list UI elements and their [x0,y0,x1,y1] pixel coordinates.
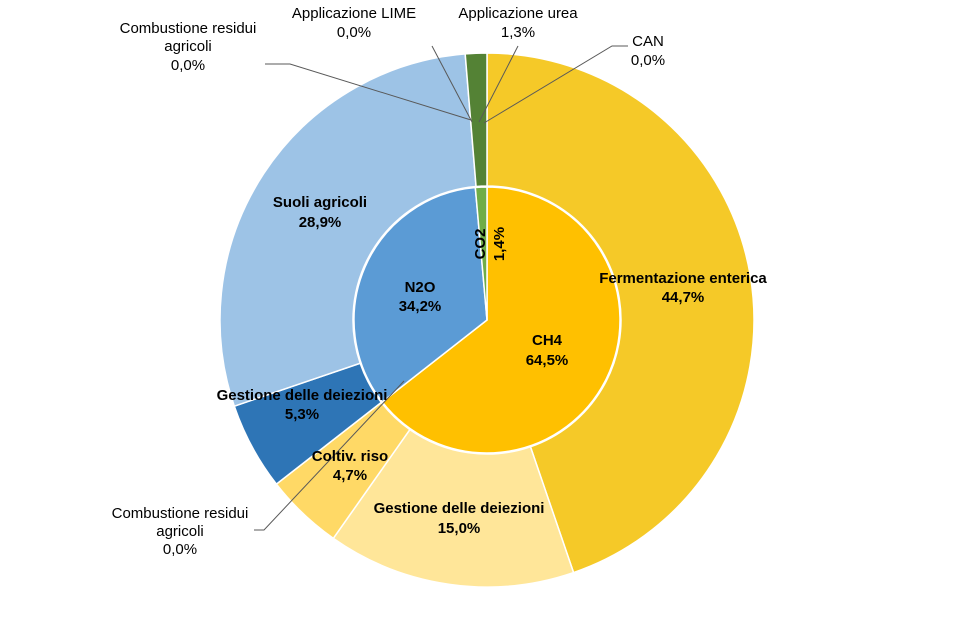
outer-slice-8-applicazione-urea [464,52,488,188]
label-n2o-name: N2O [405,279,436,296]
outer-slice-0-fermentazione-enterica [486,52,755,574]
label-ch4-name: CH4 [532,332,563,349]
label-coltiv-riso-value: 4,7% [333,467,367,484]
label-combustione-n2o-line1: Combustione residui [120,20,257,37]
outer-slice-1-gestione-delle-deiezioni [332,428,575,588]
label-coltiv-riso-name: Coltiv. riso [312,448,388,465]
label-can-name: CAN [632,33,664,50]
label-co2-value: 1,4% [491,227,508,261]
label-applicazione-lime-name: Applicazione LIME [292,5,416,22]
leader-line-lime [431,45,473,123]
label-n2o-value: 34,2% [399,298,442,315]
label-co2-name: CO2 [472,229,489,260]
leader-line-comb-n2o [265,63,472,121]
inner-ring [353,186,621,454]
label-suoli-agricoli-value: 28,9% [299,214,342,231]
label-applicazione-lime-value: 0,0% [337,24,371,41]
label-suoli-agricoli-name: Suoli agricoli [273,194,367,211]
label-fermentazione-enterica-name: Fermentazione enterica [599,270,767,287]
label-gestione-deiezioni-ch4-name: Gestione delle deiezioni [374,500,545,517]
label-can-value: 0,0% [631,52,665,69]
label-fermentazione-enterica-value: 44,7% [662,289,705,306]
leader-lines [254,45,628,531]
data-labels: Fermentazione enterica 44,7% Gestione de… [112,5,768,558]
label-combustione-ch4-line1: Combustione residui [112,505,249,522]
label-gestione-deiezioni-n2o-value: 5,3% [285,406,319,423]
outer-ring [219,52,755,588]
label-applicazione-urea-value: 1,3% [501,24,535,41]
label-co2-group: CO2 1,4% [472,227,508,261]
inner-slice-0-ch4 [381,186,621,454]
outer-slice-5-suoli-agricoli [219,53,477,408]
inner-slice-2-co2 [474,186,488,321]
label-gestione-deiezioni-ch4-value: 15,0% [438,520,481,537]
label-combustione-n2o-value: 0,0% [171,57,205,74]
leader-line-can [483,45,628,124]
leader-line-urea [478,45,519,123]
label-combustione-n2o-line2: agricoli [164,38,212,55]
leader-line-comb-ch4 [254,380,405,531]
label-ch4-value: 64,5% [526,352,569,369]
label-applicazione-urea-name: Applicazione urea [458,5,578,22]
label-gestione-deiezioni-n2o-name: Gestione delle deiezioni [217,387,388,404]
inner-slice-1-n2o [353,186,488,403]
label-combustione-ch4-line2: agricoli [156,523,204,540]
label-combustione-ch4-value: 0,0% [163,541,197,558]
